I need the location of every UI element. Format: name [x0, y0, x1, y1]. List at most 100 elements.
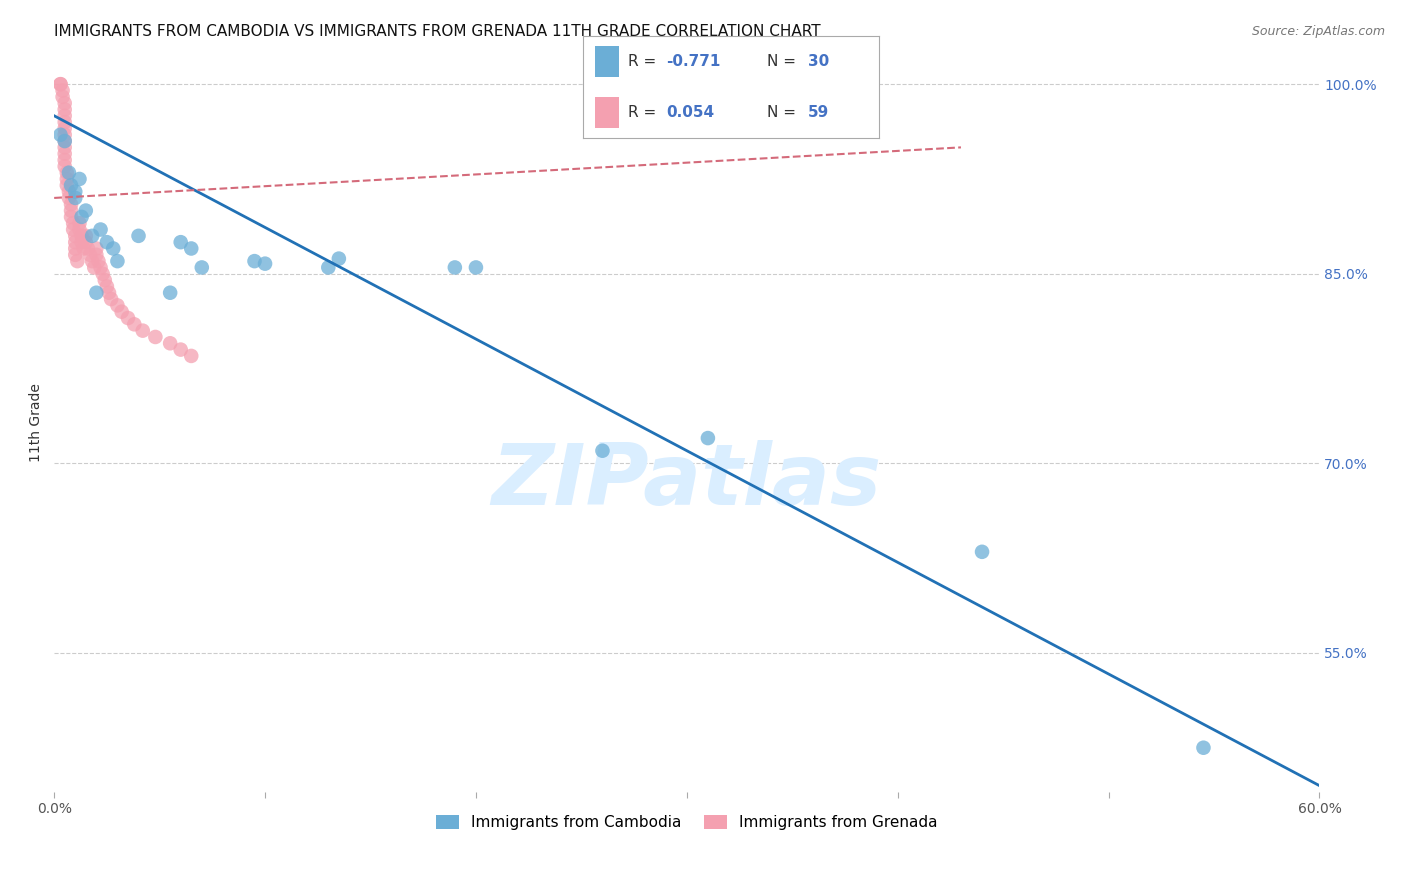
Y-axis label: 11th Grade: 11th Grade — [30, 383, 44, 462]
Point — [1192, 740, 1215, 755]
Point — [90, 222, 112, 236]
Point — [91, 267, 114, 281]
Point — [75, 203, 97, 218]
Point — [96, 279, 118, 293]
Point — [159, 285, 181, 300]
Point — [82, 254, 104, 268]
Point — [70, 235, 93, 249]
Point — [159, 336, 181, 351]
Point — [53, 140, 76, 154]
Point — [53, 134, 76, 148]
Point — [70, 228, 93, 243]
Point — [52, 90, 75, 104]
Text: 59: 59 — [808, 105, 830, 120]
Point — [124, 318, 146, 332]
Text: 0.054: 0.054 — [666, 105, 714, 120]
Text: IMMIGRANTS FROM CAMBODIA VS IMMIGRANTS FROM GRENADA 11TH GRADE CORRELATION CHART: IMMIGRANTS FROM CAMBODIA VS IMMIGRANTS F… — [55, 24, 821, 39]
Legend: Immigrants from Cambodia, Immigrants from Grenada: Immigrants from Cambodia, Immigrants fro… — [430, 809, 943, 836]
Point — [69, 222, 91, 236]
Point — [70, 210, 93, 224]
Point — [65, 185, 87, 199]
Text: N =: N = — [766, 105, 800, 120]
Point — [49, 77, 72, 91]
Point — [145, 330, 167, 344]
Point — [107, 254, 129, 268]
Point — [62, 216, 84, 230]
Point — [53, 153, 76, 167]
Text: ZIPatlas: ZIPatlas — [492, 440, 882, 523]
Point — [100, 292, 122, 306]
Point — [73, 242, 96, 256]
Point — [53, 115, 76, 129]
Point — [60, 178, 83, 193]
Point — [318, 260, 340, 275]
Point — [79, 248, 101, 262]
Point — [60, 210, 83, 224]
Point — [56, 172, 79, 186]
FancyBboxPatch shape — [595, 46, 619, 77]
Point — [243, 254, 266, 268]
Point — [96, 235, 118, 249]
Point — [65, 191, 87, 205]
Point — [53, 103, 76, 117]
Point — [83, 260, 105, 275]
Point — [65, 228, 87, 243]
Point — [53, 159, 76, 173]
Point — [103, 242, 125, 256]
Point — [58, 185, 80, 199]
Point — [444, 260, 467, 275]
Point — [65, 248, 87, 262]
Point — [53, 96, 76, 111]
Point — [69, 172, 91, 186]
Point — [69, 216, 91, 230]
FancyBboxPatch shape — [595, 97, 619, 128]
Point — [49, 77, 72, 91]
Point — [56, 178, 79, 193]
Point — [60, 197, 83, 211]
Point — [58, 166, 80, 180]
Point — [465, 260, 488, 275]
Point — [970, 545, 993, 559]
Point — [53, 128, 76, 142]
Point — [53, 134, 76, 148]
Point — [65, 235, 87, 249]
Point — [696, 431, 718, 445]
Point — [86, 285, 108, 300]
Text: R =: R = — [627, 54, 661, 69]
Point — [132, 324, 155, 338]
Point — [58, 191, 80, 205]
Point — [75, 235, 97, 249]
Point — [53, 109, 76, 123]
Point — [53, 146, 76, 161]
Point — [191, 260, 214, 275]
Point — [128, 228, 150, 243]
Point — [65, 242, 87, 256]
Point — [117, 311, 139, 326]
Point — [170, 343, 193, 357]
Point — [52, 83, 75, 97]
Point — [62, 222, 84, 236]
Point — [111, 304, 134, 318]
Point — [328, 252, 350, 266]
Point — [90, 260, 112, 275]
Point — [87, 254, 110, 268]
Point — [180, 242, 202, 256]
Point — [75, 228, 97, 243]
Point — [254, 257, 277, 271]
Point — [94, 273, 117, 287]
Text: R =: R = — [627, 105, 661, 120]
Point — [86, 242, 108, 256]
Text: Source: ZipAtlas.com: Source: ZipAtlas.com — [1251, 25, 1385, 38]
Text: 30: 30 — [808, 54, 830, 69]
Point — [66, 254, 89, 268]
Point — [170, 235, 193, 249]
Point — [77, 242, 100, 256]
Point — [56, 166, 79, 180]
Point — [98, 285, 121, 300]
Text: -0.771: -0.771 — [666, 54, 720, 69]
Point — [82, 228, 104, 243]
Point — [107, 298, 129, 312]
Point — [180, 349, 202, 363]
Point — [86, 248, 108, 262]
Text: N =: N = — [766, 54, 800, 69]
